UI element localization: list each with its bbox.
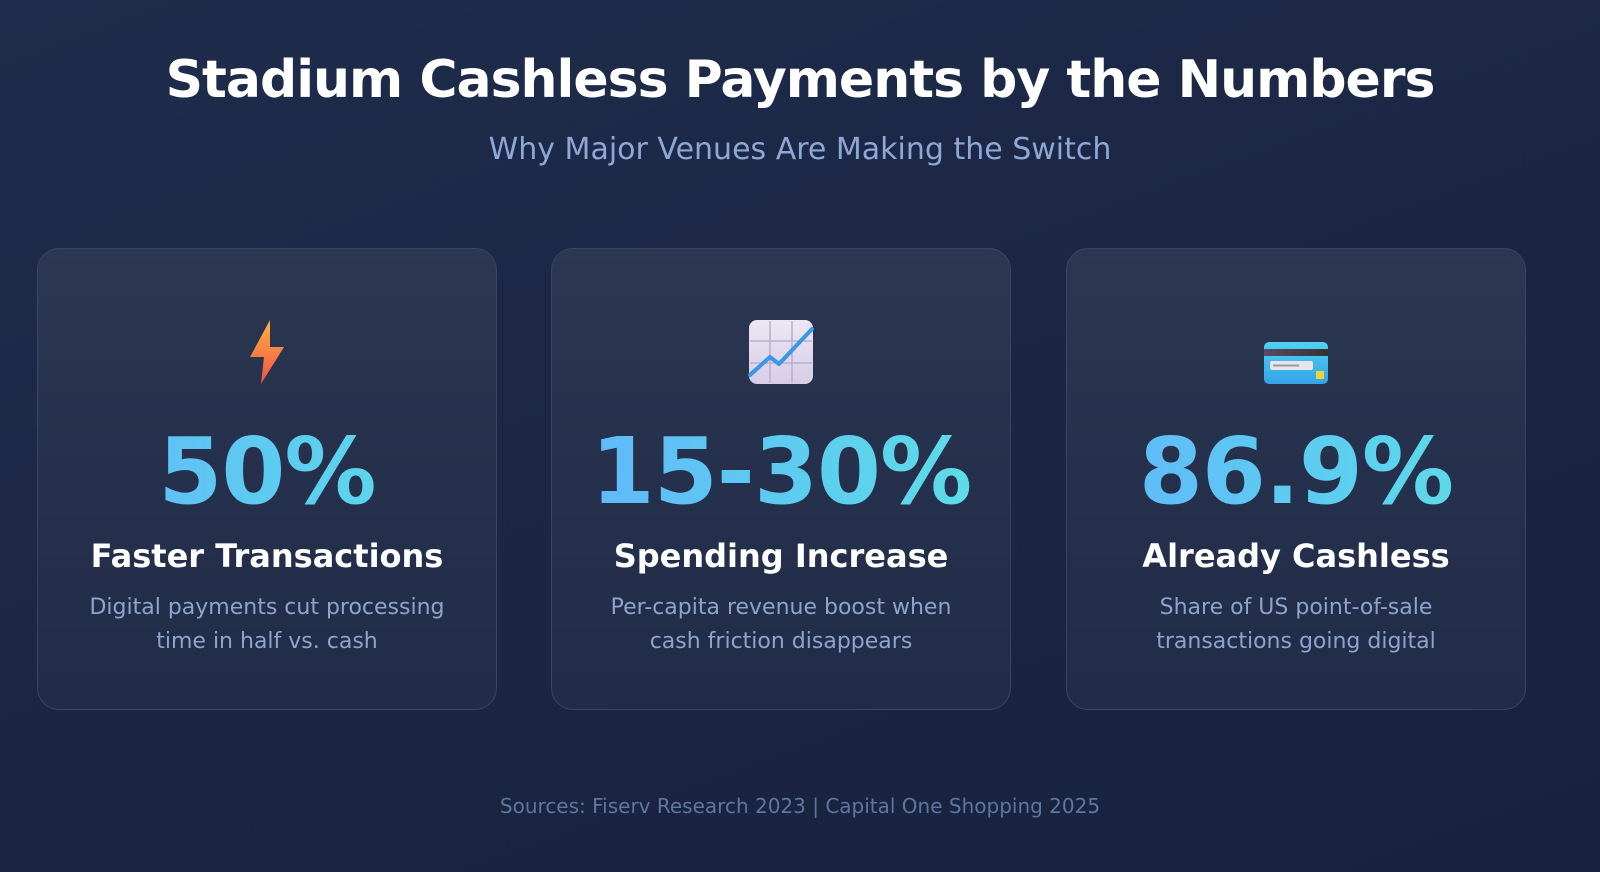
page-subtitle: Why Major Venues Are Making the Switch <box>488 132 1112 167</box>
stat-description: Per-capita revenue boost when cash frict… <box>610 595 952 654</box>
stat-card-spending-increase: 15-30% Spending Increase Per-capita reve… <box>551 248 1011 710</box>
stat-description: Digital payments cut processing time in … <box>89 595 445 654</box>
stat-label: Faster Transactions <box>90 537 444 575</box>
stat-label: Already Cashless <box>1142 537 1450 575</box>
stat-label: Spending Increase <box>613 537 949 575</box>
stat-value: 86.9% <box>1067 417 1525 527</box>
lightning-icon <box>38 317 496 387</box>
stat-description: Share of US point-of-sale transactions g… <box>1156 595 1436 654</box>
sources-footnote: Sources: Fiserv Research 2023 | Capital … <box>499 794 1101 818</box>
stat-value: 15-30% <box>552 417 1010 527</box>
credit-card-icon <box>1067 317 1525 387</box>
stat-value: 50% <box>38 417 496 527</box>
page-title: Stadium Cashless Payments by the Numbers <box>165 50 1436 110</box>
stat-card-already-cashless: 86.9% Already Cashless Share of US point… <box>1066 248 1526 710</box>
stat-card-faster-transactions: 50% Faster Transactions Digital payments… <box>37 248 497 710</box>
chart-increasing-icon <box>552 317 1010 387</box>
